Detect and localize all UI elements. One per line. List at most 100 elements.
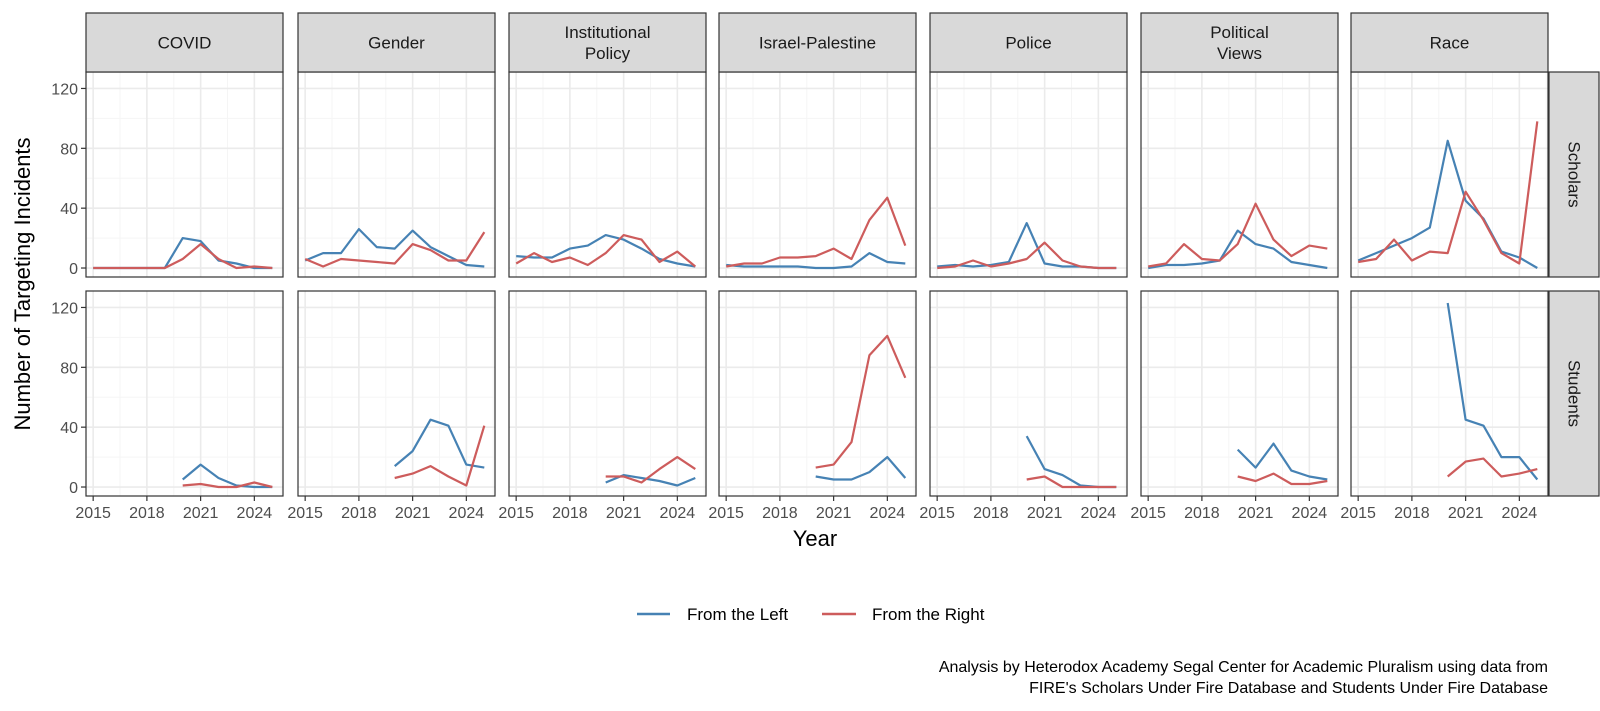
- facet-strip-label-police: Police: [1005, 34, 1051, 53]
- x-tick-label: 2015: [1130, 505, 1166, 522]
- series-line-right-scholars-covid: [93, 243, 273, 270]
- series-line-right-scholars-police: [937, 241, 1117, 270]
- x-tick-label: 2015: [919, 505, 955, 522]
- x-tick-label: 2024: [870, 505, 906, 522]
- series-line-left-students-gender: [393, 418, 485, 469]
- y-tick-label: 80: [60, 141, 78, 158]
- facet-strip-police: [929, 12, 1128, 73]
- x-tick-label: 2018: [1394, 505, 1430, 522]
- legend: From the Left From the Right: [637, 605, 985, 624]
- series-line-right-scholars-institutional-policy: [515, 234, 697, 268]
- facet-strip-label-race: Race: [1430, 34, 1470, 53]
- y-tick-label: 40: [60, 201, 78, 218]
- x-tick-label: 2021: [1238, 505, 1274, 522]
- y-axis-title: Number of Targeting Incidents: [10, 137, 35, 430]
- x-tick-label: 2018: [129, 505, 165, 522]
- x-tick-label: 2018: [1184, 505, 1220, 522]
- panel-background-scholars-covid: [86, 72, 283, 277]
- series-line-left-students-covid: [181, 463, 273, 489]
- x-tick-label: 2015: [498, 505, 534, 522]
- x-tick-label: 2018: [341, 505, 377, 522]
- row-strip-scholars: [1548, 71, 1600, 278]
- series-line-right-students-israel-palestine: [815, 334, 907, 469]
- facet-strip-label-covid: COVID: [158, 34, 212, 53]
- facet-strip-label-gender: Gender: [368, 34, 425, 53]
- panel-background-students-race: [1351, 291, 1548, 496]
- facet-strip-label-institutional-policy: Institutional: [565, 23, 651, 42]
- x-tick-label: 2021: [816, 505, 852, 522]
- facet-strip-covid: [85, 12, 284, 73]
- panel-border-students-race: [1350, 290, 1549, 497]
- y-tick-label: 0: [69, 261, 78, 278]
- panel-background-scholars-police: [930, 72, 1127, 277]
- facet-strip-gender: [297, 12, 496, 73]
- panel-border-students-police: [929, 290, 1128, 497]
- x-tick-label: 2015: [1340, 505, 1376, 522]
- series-line-right-students-covid: [182, 481, 273, 489]
- series-line-right-students-political-views: [1237, 472, 1328, 486]
- series-line-right-scholars-israel-palestine: [726, 196, 907, 268]
- caption-line-1: Analysis by Heterodox Academy Segal Cent…: [939, 659, 1548, 676]
- facet-strip-israel-palestine: [718, 12, 917, 73]
- panel-background-students-institutional-policy: [509, 291, 706, 496]
- x-tick-label: 2024: [449, 505, 485, 522]
- x-tick-label: 2018: [973, 505, 1009, 522]
- panel-border-students-covid: [85, 290, 284, 497]
- facet-strip-institutional-policy: [508, 12, 707, 73]
- series-line-left-scholars-race: [1357, 139, 1538, 269]
- x-axis-title: Year: [793, 526, 837, 551]
- row-strip-label-scholars: Scholars: [1565, 141, 1584, 207]
- y-tick-label: 0: [69, 480, 78, 497]
- panel-background-students-gender: [298, 291, 495, 496]
- row-strip-label-students: Students: [1565, 360, 1584, 427]
- x-tick-label: 2018: [552, 505, 588, 522]
- y-tick-label: 120: [51, 81, 78, 98]
- series-line-left-scholars-institutional-policy: [516, 234, 696, 268]
- series-line-left-scholars-gender: [304, 228, 485, 268]
- series-line-right-students-race: [1446, 457, 1538, 478]
- panel-border-students-gender: [297, 290, 496, 497]
- series-line-right-students-gender: [394, 425, 486, 487]
- facet-strip-label-political-views: Political: [1210, 23, 1269, 42]
- panel-background-students-police: [930, 291, 1127, 496]
- x-tick-label: 2021: [183, 505, 219, 522]
- caption-line-2: FIRE's Scholars Under Fire Database and …: [1029, 680, 1548, 697]
- series-line-left-students-political-views: [1236, 442, 1328, 481]
- legend-label-left: From the Left: [687, 605, 788, 624]
- panel-border-students-institutional-policy: [508, 290, 707, 497]
- facet-strip-political-views: [1140, 12, 1339, 73]
- x-tick-label: 2024: [1081, 505, 1117, 522]
- legend-label-right: From the Right: [872, 605, 985, 624]
- panel-background-scholars-gender: [298, 72, 495, 277]
- series-line-left-scholars-political-views: [1148, 229, 1328, 270]
- series-line-right-students-institutional-policy: [605, 456, 696, 484]
- panel-background-scholars-institutional-policy: [509, 72, 706, 277]
- panel-border-students-political-views: [1140, 290, 1339, 497]
- x-tick-label: 2015: [287, 505, 323, 522]
- facet-strip-label-political-views: Views: [1217, 44, 1262, 63]
- facet-strip-layer: COVID Gender Institutional Policy Israel-Pal…: [85, 12, 1600, 497]
- panel-background-students-covid: [86, 291, 283, 496]
- x-tick-label: 2024: [660, 505, 696, 522]
- panel-background-students-israel-palestine: [719, 291, 916, 496]
- series-line-left-students-israel-palestine: [815, 456, 907, 481]
- facet-strip-label-institutional-policy: Policy: [585, 44, 631, 63]
- y-tick-label: 120: [51, 300, 78, 317]
- panel-background-scholars-political-views: [1141, 72, 1338, 277]
- x-tick-label: 2015: [708, 505, 744, 522]
- panel-background-scholars-israel-palestine: [719, 72, 916, 277]
- x-tick-label: 2021: [1027, 505, 1063, 522]
- x-tick-label: 2018: [762, 505, 798, 522]
- panel-background-scholars-race: [1351, 72, 1548, 277]
- x-tick-label: 2024: [1292, 505, 1328, 522]
- facet-strip-label-israel-palestine: Israel-Palestine: [759, 34, 876, 53]
- x-tick-label: 2021: [606, 505, 642, 522]
- panel-background-students-political-views: [1141, 291, 1338, 496]
- panel-border-students-israel-palestine: [718, 290, 917, 497]
- x-tick-label: 2024: [1502, 505, 1538, 522]
- panel-grid-layer: [86, 72, 1548, 496]
- axis-tick-layer: 0 40 80 120 0 40 80 120 2015 2018 2021 2024 2015 2018…: [51, 81, 1537, 522]
- x-tick-label: 2021: [1448, 505, 1484, 522]
- series-line-left-scholars-israel-palestine: [726, 252, 906, 270]
